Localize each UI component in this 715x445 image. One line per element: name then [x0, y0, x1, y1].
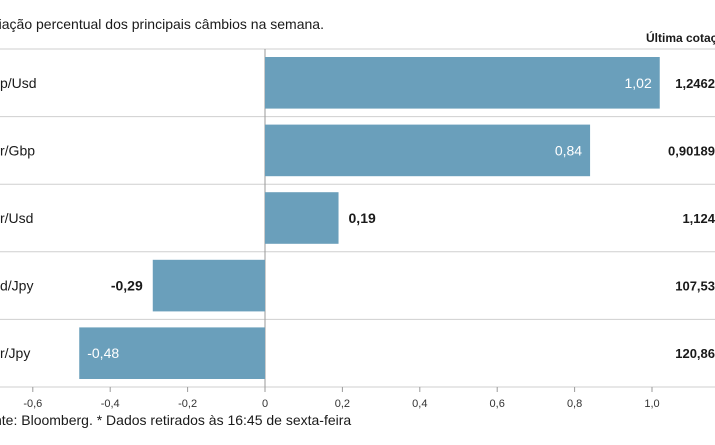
category-label: r/Jpy: [0, 345, 30, 361]
bar-value-label: 0,84: [555, 142, 582, 158]
category-label: r/Gbp: [0, 142, 35, 158]
bar-value-label: -0,48: [87, 345, 119, 361]
bar-value-label: 0,19: [349, 210, 376, 226]
chart-subtitle: riação percentual dos principais câmbios…: [0, 16, 324, 32]
bar: [265, 124, 591, 177]
x-tick-label: -0,4: [101, 398, 120, 410]
x-tick-label: -0,2: [178, 398, 197, 410]
x-tick-label: 0,6: [490, 398, 505, 410]
last-quote-value: 1,2462: [675, 76, 715, 91]
bar-value-label: -0,29: [111, 278, 143, 294]
last-quote-value: 107,53: [675, 279, 715, 294]
last-quote-value: 120,86: [675, 346, 715, 361]
bar: [79, 327, 266, 379]
bar: [265, 192, 339, 244]
x-tick-label: 0,4: [412, 398, 427, 410]
x-tick-label: 0: [262, 398, 268, 410]
last-quote-value: 1,124: [682, 211, 715, 226]
x-tick-label: -0,6: [23, 398, 42, 410]
last-quote-column-header: Última cotação*: [646, 31, 715, 45]
x-tick-label: 1,0: [644, 398, 659, 410]
x-tick-label: 0,8: [567, 398, 582, 410]
chart-source-note: nte: Bloomberg. * Dados retirados às 16:…: [0, 412, 352, 428]
bar: [265, 57, 660, 109]
x-tick-label: 0,2: [335, 398, 350, 410]
bar: [152, 259, 265, 312]
category-label: p/Usd: [0, 75, 37, 91]
bar-value-label: 1,02: [624, 75, 651, 91]
last-quote-value: 0,90189: [668, 143, 715, 158]
category-label: d/Jpy: [0, 278, 33, 294]
category-label: r/Usd: [0, 210, 33, 226]
